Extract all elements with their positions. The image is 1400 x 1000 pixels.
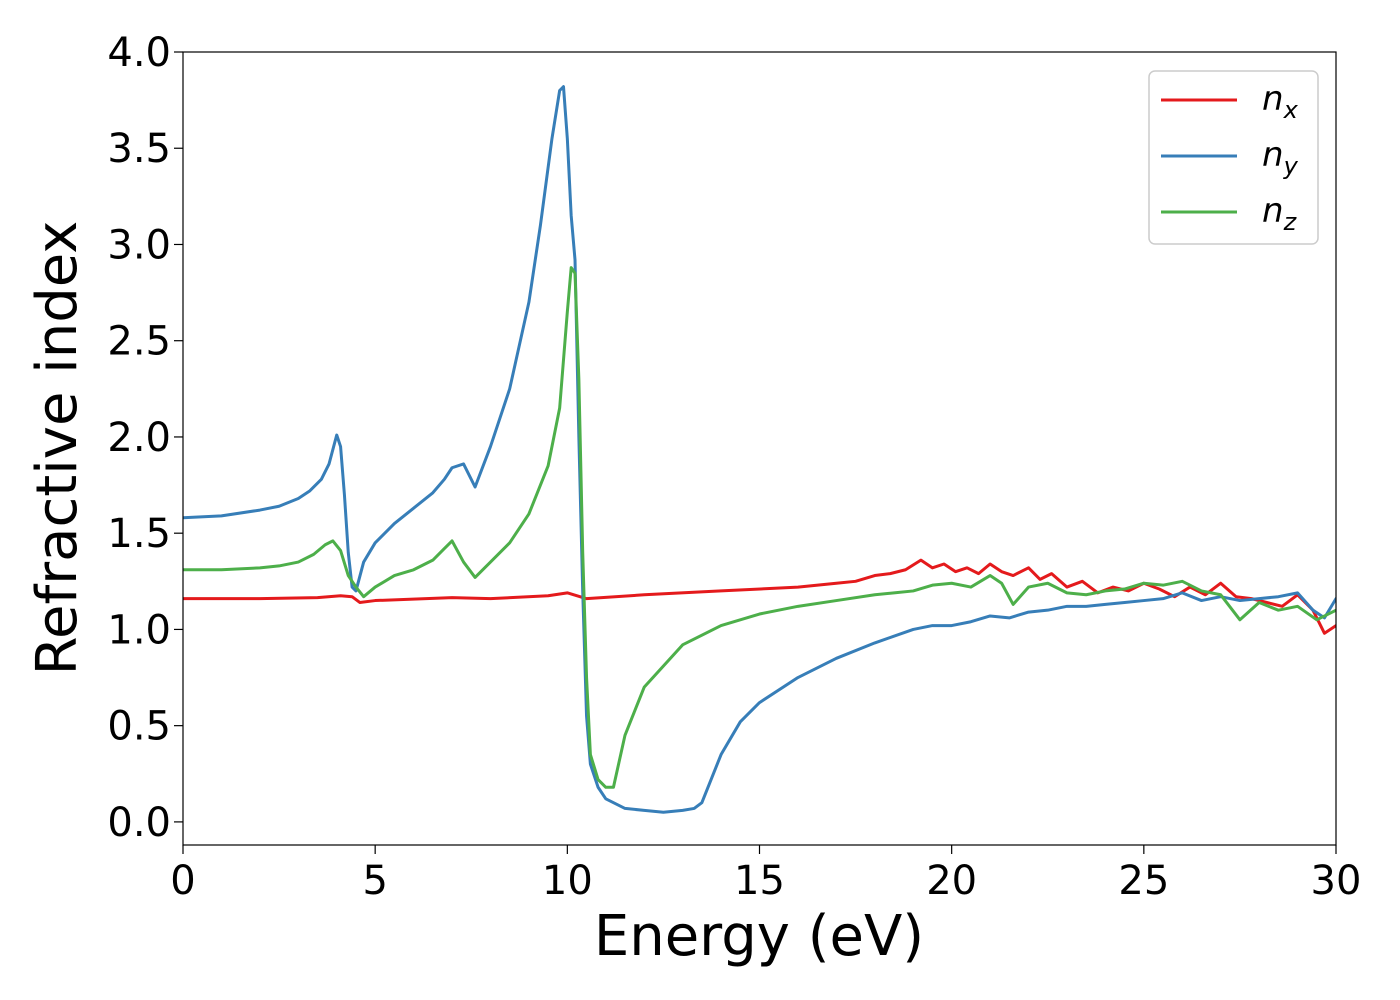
series-line-n-y <box>183 85 1336 814</box>
axes: 0 5 10 15 20 25 30 0.0 0.5 1.0 1.5 2.0 2.5 3.0 3.5 4.0 <box>107 30 1361 904</box>
y-tick-label-5: 2.5 <box>107 319 171 365</box>
plot-area <box>183 85 1336 814</box>
x-tick-label-4: 20 <box>926 858 977 904</box>
series-line-n-z <box>183 266 1336 789</box>
y-tick-label-2: 1.0 <box>107 607 171 653</box>
y-tick-label-6: 3.0 <box>107 222 171 268</box>
y-tick-label-7: 3.5 <box>107 126 171 172</box>
legend: nx ny nz <box>1148 70 1319 245</box>
x-tick-label-3: 15 <box>734 858 785 904</box>
y-tick-label-8: 4.0 <box>107 30 171 76</box>
series-line-n-x <box>183 558 1336 635</box>
y-tick-label-4: 2.0 <box>107 415 171 461</box>
x-tick-label-5: 25 <box>1118 858 1169 904</box>
x-tick-label-0: 0 <box>170 858 195 904</box>
legend-label-x: nx <box>1262 79 1299 124</box>
x-tick-label-6: 30 <box>1311 858 1362 904</box>
x-tick-label-2: 10 <box>542 858 593 904</box>
legend-label-z: nz <box>1262 191 1298 236</box>
y-axis-label: Refractive index <box>25 221 90 676</box>
x-tick-label-1: 5 <box>362 858 387 904</box>
y-tick-label-0: 0.0 <box>107 800 171 846</box>
y-tick-label-1: 0.5 <box>107 704 171 750</box>
x-axis-label: Energy (eV) <box>594 904 924 969</box>
legend-label-y: ny <box>1262 135 1299 180</box>
y-tick-label-3: 1.5 <box>107 511 171 557</box>
